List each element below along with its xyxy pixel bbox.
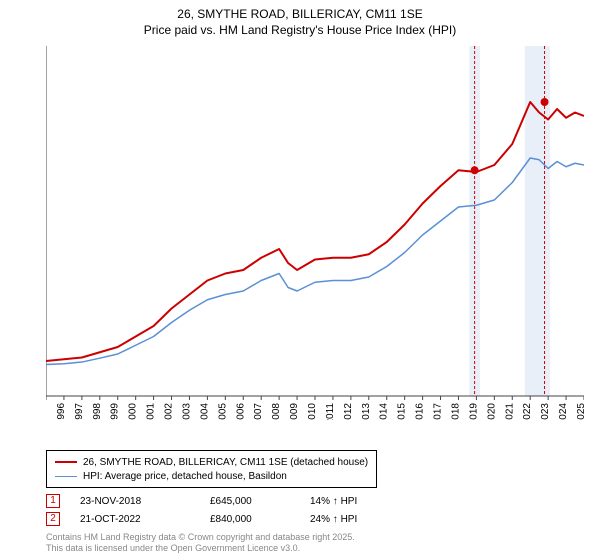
svg-text:2000: 2000 (128, 403, 139, 420)
svg-text:2004: 2004 (199, 403, 210, 420)
legend-item-property: 26, SMYTHE ROAD, BILLERICAY, CM11 1SE (d… (55, 455, 368, 469)
chart-svg: £0£100K£200K£300K£400K£500K£600K£700K£80… (46, 46, 584, 420)
sale-marker-row-2: 2 21-OCT-2022 £840,000 24% ↑ HPI (46, 510, 400, 528)
svg-text:1998: 1998 (92, 403, 103, 420)
svg-text:2018: 2018 (450, 403, 461, 420)
svg-text:2022: 2022 (522, 403, 533, 420)
sale-price-1: £645,000 (210, 496, 310, 507)
legend: 26, SMYTHE ROAD, BILLERICAY, CM11 1SE (d… (46, 450, 377, 488)
svg-text:2002: 2002 (164, 403, 175, 420)
svg-text:2001: 2001 (146, 403, 157, 420)
svg-text:2007: 2007 (253, 403, 264, 420)
svg-text:1996: 1996 (56, 403, 67, 420)
svg-text:1997: 1997 (74, 403, 85, 420)
legend-swatch-hpi (55, 476, 77, 477)
svg-text:2013: 2013 (361, 403, 372, 420)
svg-text:2023: 2023 (540, 403, 551, 420)
chart-area: £0£100K£200K£300K£400K£500K£600K£700K£80… (46, 46, 584, 420)
attribution: Contains HM Land Registry data © Crown c… (46, 532, 355, 554)
sale-marker-row-1: 1 23-NOV-2018 £645,000 14% ↑ HPI (46, 492, 400, 510)
svg-text:2008: 2008 (271, 403, 282, 420)
chart-container: 26, SMYTHE ROAD, BILLERICAY, CM11 1SE Pr… (0, 0, 600, 560)
svg-text:2020: 2020 (486, 403, 497, 420)
svg-text:2011: 2011 (325, 403, 336, 420)
svg-text:2021: 2021 (504, 403, 515, 420)
title-block: 26, SMYTHE ROAD, BILLERICAY, CM11 1SE Pr… (0, 0, 600, 38)
svg-text:2016: 2016 (415, 403, 426, 420)
sale-price-2: £840,000 (210, 514, 310, 525)
sale-markers-table: 1 23-NOV-2018 £645,000 14% ↑ HPI 2 21-OC… (46, 492, 400, 528)
sale-badge-1: 1 (46, 494, 60, 508)
svg-text:2015: 2015 (397, 403, 408, 420)
svg-text:2014: 2014 (379, 403, 390, 420)
title-subtitle: Price paid vs. HM Land Registry's House … (0, 22, 600, 38)
title-address: 26, SMYTHE ROAD, BILLERICAY, CM11 1SE (0, 6, 600, 22)
svg-text:1995: 1995 (46, 403, 49, 420)
svg-text:2024: 2024 (558, 403, 569, 420)
svg-text:1999: 1999 (110, 403, 121, 420)
legend-label-property: 26, SMYTHE ROAD, BILLERICAY, CM11 1SE (d… (83, 457, 368, 468)
svg-text:2003: 2003 (181, 403, 192, 420)
sale-delta-1: 14% ↑ HPI (310, 496, 400, 507)
svg-text:2005: 2005 (217, 403, 228, 420)
svg-text:2017: 2017 (433, 403, 444, 420)
attribution-line2: This data is licensed under the Open Gov… (46, 543, 355, 554)
sale-badge-2: 2 (46, 512, 60, 526)
legend-swatch-property (55, 461, 77, 463)
svg-text:2025: 2025 (576, 403, 584, 420)
legend-label-hpi: HPI: Average price, detached house, Basi… (83, 471, 287, 482)
sale-date-1: 23-NOV-2018 (80, 496, 210, 507)
sale-date-2: 21-OCT-2022 (80, 514, 210, 525)
svg-text:2009: 2009 (289, 403, 300, 420)
legend-item-hpi: HPI: Average price, detached house, Basi… (55, 469, 368, 483)
attribution-line1: Contains HM Land Registry data © Crown c… (46, 532, 355, 543)
sale-delta-2: 24% ↑ HPI (310, 514, 400, 525)
svg-text:2019: 2019 (468, 403, 479, 420)
svg-text:2010: 2010 (307, 403, 318, 420)
svg-text:2012: 2012 (343, 403, 354, 420)
svg-text:2006: 2006 (235, 403, 246, 420)
